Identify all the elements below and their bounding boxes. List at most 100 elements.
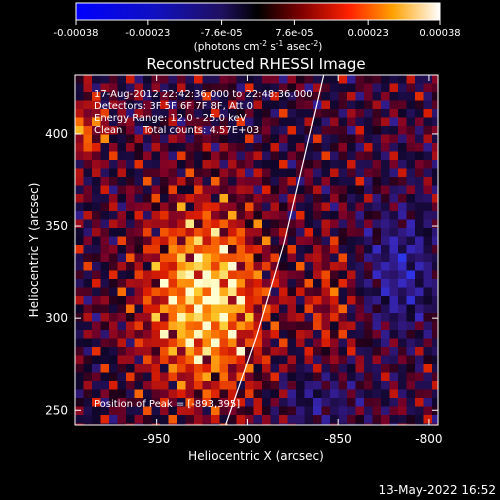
heatmap-cell: [219, 381, 229, 390]
heatmap-cell: [355, 160, 365, 169]
heatmap-cell: [211, 253, 220, 263]
heatmap-cell: [364, 313, 373, 322]
heatmap-cell: [338, 202, 348, 212]
heatmap-cell: [338, 117, 348, 127]
heatmap-cell: [381, 143, 390, 152]
heatmap-cell: [372, 109, 382, 118]
heatmap-cell: [406, 100, 416, 110]
heatmap-cell: [134, 423, 144, 425]
heatmap-cell: [304, 398, 314, 407]
heatmap-cell: [296, 109, 305, 118]
heatmap-cell: [406, 330, 416, 339]
heatmap-cell: [117, 168, 127, 178]
heatmap-cell: [236, 262, 246, 271]
heatmap-cell: [117, 75, 127, 84]
heatmap-cell: [202, 83, 212, 93]
heatmap-cell: [143, 355, 152, 365]
heatmap-cell: [389, 109, 399, 118]
heatmap-cell: [262, 126, 271, 135]
heatmap-cell: [177, 83, 186, 93]
heatmap-cell: [304, 109, 314, 118]
heatmap-cell: [287, 253, 297, 263]
heatmap-cell: [185, 151, 195, 161]
heatmap-cell: [423, 364, 433, 373]
heatmap-cell: [398, 100, 407, 110]
heatmap-cell: [355, 338, 365, 348]
heatmap-cell: [347, 185, 356, 195]
heatmap-cell: [202, 160, 212, 169]
heatmap-cell: [423, 134, 433, 144]
heatmap-cell: [177, 245, 186, 254]
heatmap-cell: [313, 304, 322, 314]
heatmap-cell: [219, 287, 229, 297]
heatmap-cell: [262, 279, 271, 288]
heatmap-cell: [389, 219, 399, 229]
heatmap-cell: [313, 151, 322, 161]
heatmap-cell: [372, 83, 382, 93]
heatmap-cell: [423, 398, 433, 407]
heatmap-cell: [330, 406, 339, 416]
heatmap-cell: [347, 109, 356, 118]
heatmap-cell: [160, 330, 169, 339]
heatmap-cell: [432, 355, 438, 365]
heatmap-cell: [109, 347, 118, 356]
heatmap-cell: [262, 313, 271, 322]
heatmap-cell: [398, 406, 407, 416]
heatmap-cell: [372, 423, 382, 425]
heatmap-cell: [100, 236, 110, 246]
heatmap-cell: [415, 100, 424, 110]
heatmap-cell: [372, 355, 382, 365]
heatmap-cell: [100, 398, 110, 407]
heatmap-cell: [287, 406, 297, 416]
heatmap-cell: [304, 423, 314, 425]
heatmap-cell: [100, 406, 110, 416]
heatmap-cell: [381, 381, 390, 390]
heatmap-cell: [406, 270, 416, 280]
heatmap-cell: [364, 236, 373, 246]
heatmap-cell: [406, 185, 416, 195]
heatmap-cell: [100, 415, 110, 424]
heatmap-cell: [338, 134, 348, 144]
heatmap-cell: [270, 296, 280, 305]
heatmap-cell: [381, 177, 390, 186]
heatmap-cell: [168, 406, 178, 416]
heatmap-cell: [355, 245, 365, 254]
heatmap-cell: [126, 372, 135, 382]
heatmap-cell: [415, 177, 424, 186]
heatmap-cell: [211, 228, 220, 237]
heatmap-cell: [194, 117, 203, 127]
heatmap-cell: [168, 185, 178, 195]
heatmap-cell: [253, 287, 263, 297]
heatmap-cell: [389, 194, 399, 203]
heatmap-cell: [432, 151, 438, 161]
heatmap-cell: [347, 126, 356, 135]
heatmap-cell: [109, 415, 118, 424]
heatmap-cell: [83, 219, 93, 229]
heatmap-cell: [168, 296, 178, 305]
heatmap-cell: [151, 211, 161, 220]
heatmap-cell: [168, 415, 178, 424]
heatmap-cell: [185, 423, 195, 425]
heatmap-cell: [109, 287, 118, 297]
heatmap-cell: [338, 151, 348, 161]
heatmap-cell: [313, 381, 322, 390]
heatmap-cell: [245, 321, 254, 331]
heatmap-cell: [177, 253, 186, 263]
heatmap-cell: [219, 109, 229, 118]
heatmap-cell: [287, 185, 297, 195]
heatmap-cell: [347, 168, 356, 178]
y-tick-label: 300: [45, 311, 68, 325]
heatmap-cell: [143, 177, 152, 186]
y-tick-label: 250: [45, 403, 68, 417]
heatmap-cell: [296, 262, 305, 271]
heatmap-cell: [355, 423, 365, 425]
heatmap-cell: [202, 177, 212, 186]
heatmap-cell: [347, 160, 356, 169]
heatmap-cell: [338, 321, 348, 331]
heatmap-cell: [185, 126, 195, 135]
heatmap-cell: [126, 109, 135, 118]
heatmap-cell: [134, 236, 144, 246]
heatmap-cell: [321, 194, 331, 203]
heatmap-cell: [160, 355, 169, 365]
heatmap-cell: [389, 398, 399, 407]
